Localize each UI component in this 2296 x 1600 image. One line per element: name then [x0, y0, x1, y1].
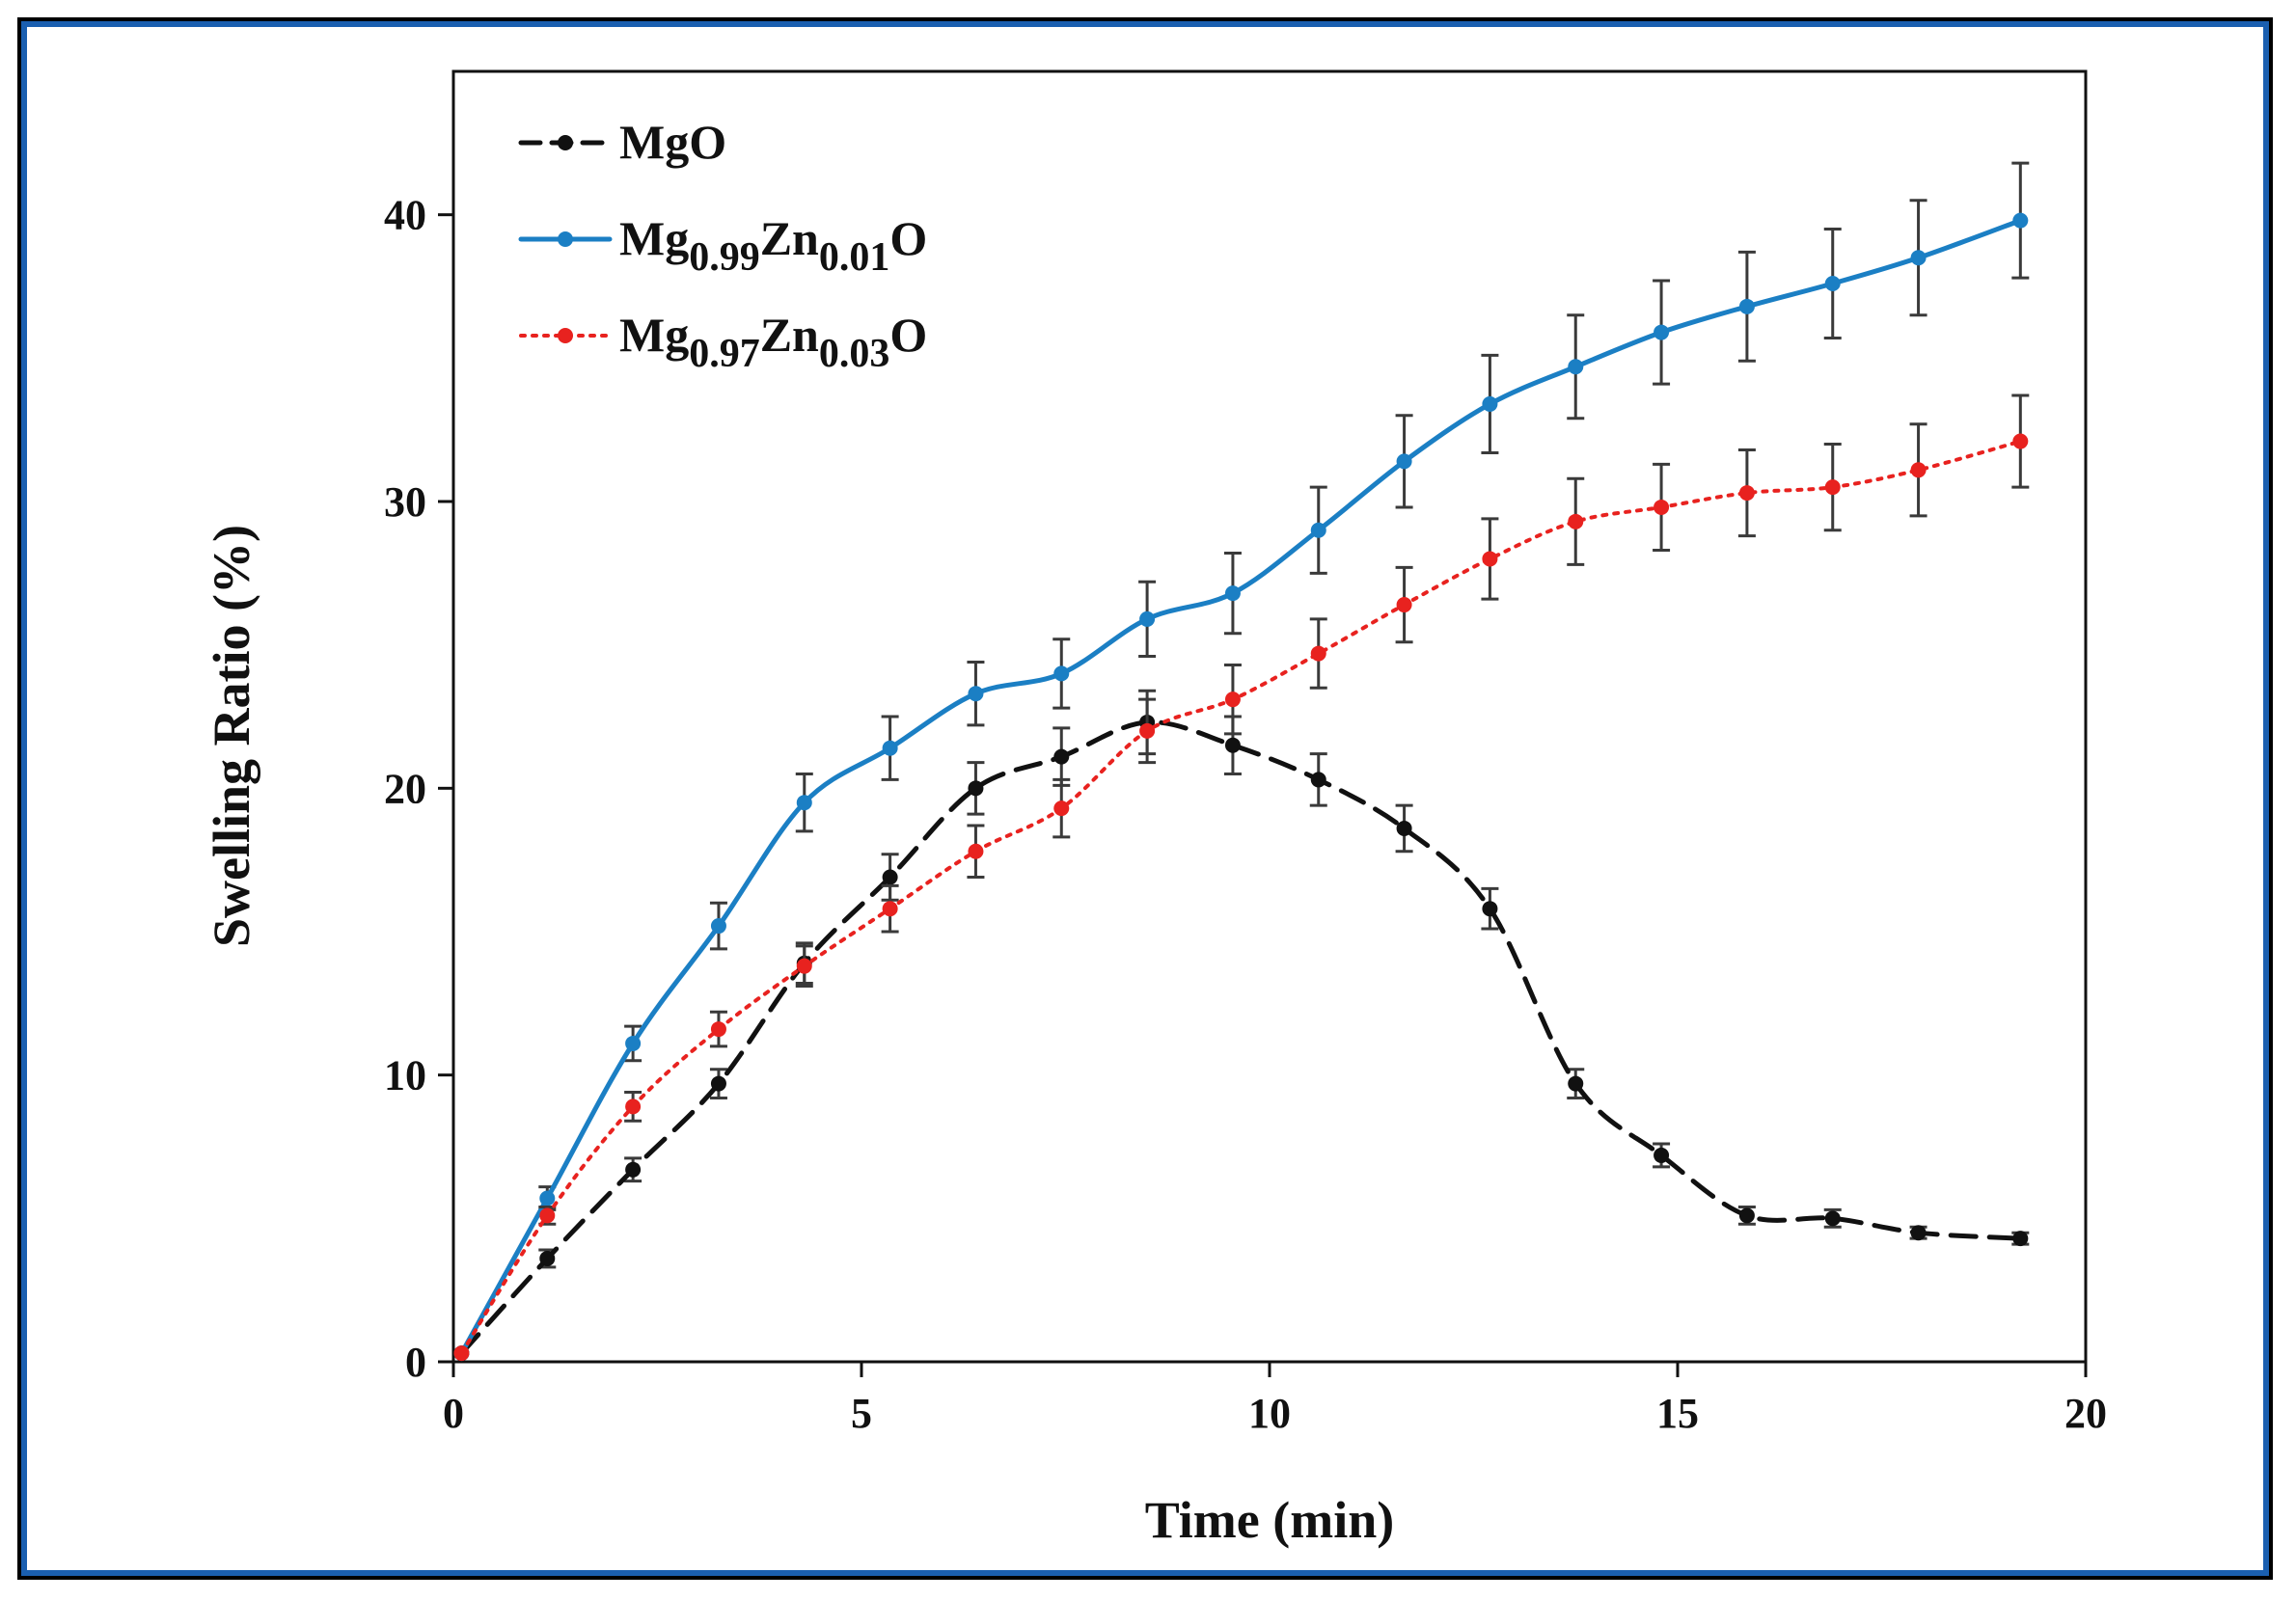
data-point	[1482, 901, 1498, 917]
data-point	[539, 1207, 556, 1224]
data-point	[1824, 276, 1841, 292]
legend-text-part: Mg	[619, 308, 689, 362]
data-point	[1139, 722, 1156, 739]
legend-marker	[558, 135, 573, 150]
data-point	[968, 686, 984, 702]
data-point	[882, 740, 898, 756]
legend-text-part: Mg	[619, 211, 689, 265]
legend-text-part: O	[889, 211, 927, 265]
data-point	[2012, 433, 2029, 449]
x-tick-label: 15	[1656, 1390, 1699, 1437]
legend-subscript: 0.03	[819, 332, 890, 376]
axes: 0 5 10 15 20 0 10 20 30 40	[384, 69, 2107, 1437]
data-point	[1224, 737, 1241, 753]
data-point	[1824, 479, 1841, 496]
x-tick-label: 0	[443, 1390, 464, 1437]
data-point	[1310, 772, 1326, 788]
legend-text-part: MgO	[619, 115, 726, 169]
legend-subscript: 0.97	[689, 332, 760, 376]
legend-text-part: Zn	[760, 211, 819, 265]
data-point	[539, 1250, 556, 1266]
data-point	[882, 901, 898, 917]
legend-label: Mg0.99Zn0.01O	[619, 211, 927, 280]
data-point	[625, 1098, 642, 1115]
data-point	[1654, 1147, 1670, 1163]
y-tick-label: 10	[384, 1052, 426, 1099]
x-tick-label: 10	[1248, 1390, 1291, 1437]
data-point	[1053, 665, 1070, 682]
legend-entry: MgO	[518, 115, 726, 169]
y-tick-label: 20	[384, 765, 426, 812]
data-point	[1396, 820, 1412, 836]
data-point	[710, 1021, 726, 1038]
data-point	[1310, 522, 1326, 538]
legend-entry: Mg0.97Zn0.03O	[519, 308, 927, 376]
figure-frame	[21, 21, 2269, 1576]
data-point	[1824, 1210, 1841, 1227]
legend-label: Mg0.97Zn0.03O	[619, 308, 927, 376]
series-line	[459, 439, 2023, 1356]
data-point	[2012, 1231, 2029, 1247]
legend-subscript: 0.01	[819, 235, 890, 280]
series-line	[459, 719, 2023, 1356]
y-tick-label: 0	[405, 1339, 426, 1386]
data-point	[1910, 250, 1927, 266]
data-point	[1738, 485, 1755, 502]
data-point	[968, 780, 984, 797]
data-point	[1396, 453, 1412, 470]
data-point	[1738, 1207, 1755, 1224]
legend-text-part: Zn	[760, 308, 819, 362]
data-point	[453, 1345, 470, 1362]
data-point	[968, 843, 984, 859]
data-point	[1224, 585, 1241, 602]
data-point	[796, 795, 812, 811]
data-point	[1396, 597, 1412, 613]
data-point	[1482, 395, 1498, 412]
y-axis-title: Swelling Ratio (%)	[203, 525, 260, 947]
legend-text-part: O	[889, 308, 927, 362]
legend-entry: Mg0.99Zn0.01O	[518, 211, 927, 280]
data-point	[1738, 298, 1755, 314]
x-tick-label: 5	[851, 1390, 872, 1437]
data-point	[1568, 1075, 1584, 1092]
legend-label: MgO	[619, 115, 726, 169]
plot-area	[453, 161, 2030, 1362]
data-point	[2012, 212, 2029, 229]
data-point	[1654, 324, 1670, 340]
series-line	[459, 218, 2023, 1356]
data-point	[625, 1035, 642, 1051]
series-1	[453, 161, 2030, 1362]
legend-subscript: 0.99	[689, 235, 760, 280]
series-2	[453, 393, 2030, 1362]
data-point	[1139, 610, 1156, 627]
data-point	[1568, 513, 1584, 529]
data-point	[1310, 645, 1326, 662]
data-point	[1053, 800, 1070, 817]
data-point	[1053, 748, 1070, 765]
data-point	[710, 918, 726, 935]
data-point	[1654, 499, 1670, 515]
data-point	[796, 958, 812, 974]
y-tick-label: 30	[384, 478, 426, 526]
data-point	[1224, 692, 1241, 708]
data-point	[625, 1161, 642, 1178]
legend-marker	[558, 231, 573, 247]
legend-marker	[558, 328, 573, 343]
data-point	[539, 1190, 556, 1207]
y-tick-label: 40	[384, 192, 426, 239]
data-point	[710, 1075, 726, 1092]
data-point	[1910, 462, 1927, 478]
series-0	[453, 689, 2030, 1362]
data-point	[1568, 359, 1584, 375]
data-point	[882, 869, 898, 885]
data-point	[1910, 1225, 1927, 1241]
x-axis-title: Time (min)	[1145, 1491, 1394, 1549]
data-point	[1482, 551, 1498, 567]
x-tick-label: 20	[2064, 1390, 2107, 1437]
